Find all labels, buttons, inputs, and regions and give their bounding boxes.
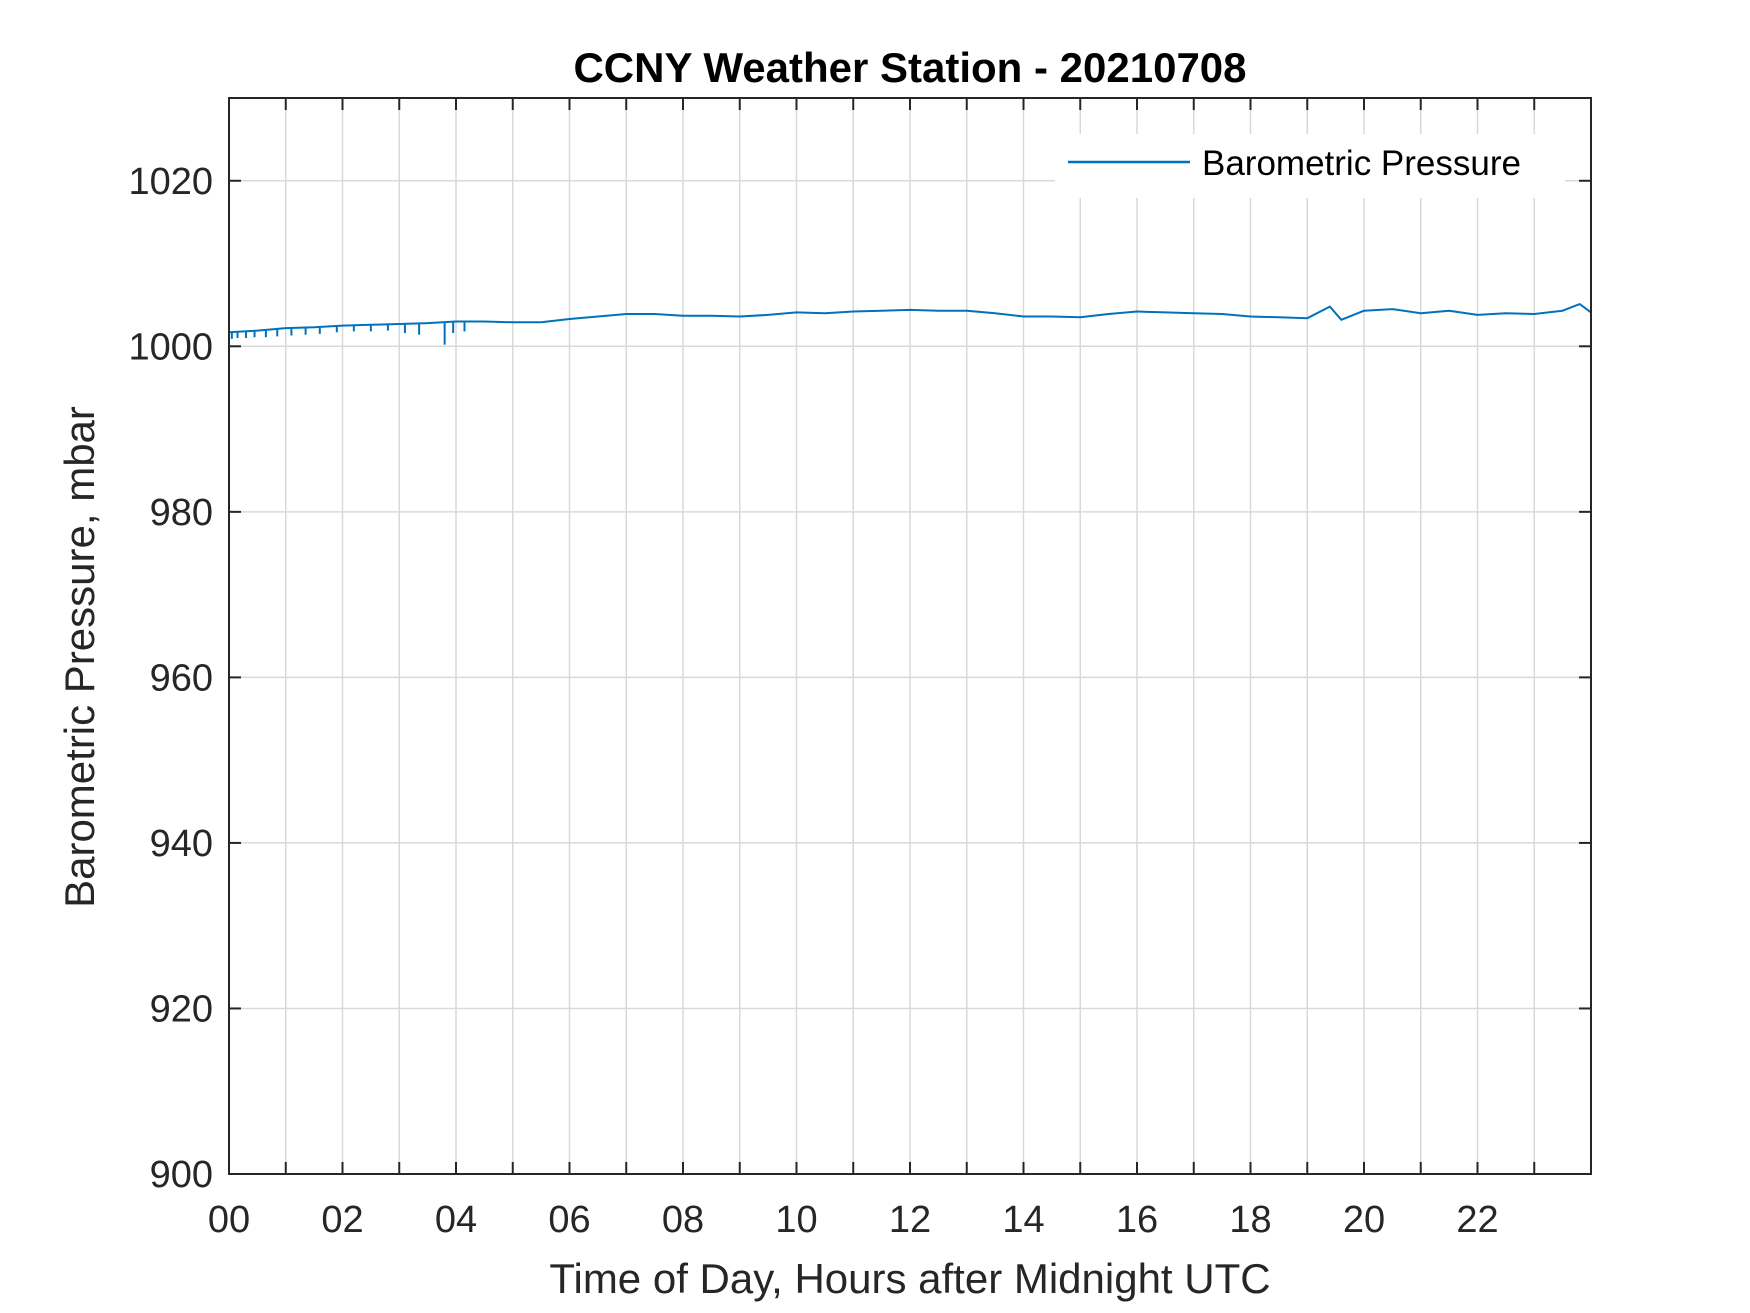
x-tick-label: 08 — [662, 1199, 704, 1241]
series-layer — [228, 303, 1592, 345]
legend-box — [1055, 134, 1565, 198]
x-tick-label: 14 — [1002, 1199, 1044, 1241]
x-tick-label: 06 — [548, 1199, 590, 1241]
legend-label-barometric-pressure: Barometric Pressure — [1202, 144, 1521, 183]
x-tick-label: 16 — [1116, 1199, 1158, 1241]
y-tick-label: 900 — [150, 1154, 213, 1196]
x-tick-label: 18 — [1229, 1199, 1271, 1241]
y-tick-label: 1020 — [128, 161, 213, 203]
y-tick-label: 940 — [150, 823, 213, 865]
x-tick-label: 20 — [1343, 1199, 1385, 1241]
tick-labels: 00 02 04 06 08 10 12 14 16 18 20 22 900 920 940 960 980 1… — [128, 161, 1498, 1241]
y-tick-label: 960 — [150, 657, 213, 699]
x-tick-label: 02 — [321, 1199, 363, 1241]
x-tick-label: 04 — [435, 1199, 477, 1241]
chart-title: CCNY Weather Station - 20210708 — [573, 44, 1246, 91]
x-tick-label: 00 — [208, 1199, 250, 1241]
legend: Barometric Pressure — [1055, 134, 1565, 198]
axes — [228, 97, 1592, 1175]
grid — [229, 98, 1591, 1174]
x-axis-label: Time of Day, Hours after Midnight UTC — [549, 1255, 1270, 1302]
y-tick-label: 1000 — [128, 326, 213, 368]
x-tick-label: 10 — [775, 1199, 817, 1241]
x-tick-label: 22 — [1456, 1199, 1498, 1241]
y-axis-label: Barometric Pressure, mbar — [56, 406, 103, 908]
x-tick-label: 12 — [889, 1199, 931, 1241]
y-tick-label: 920 — [150, 988, 213, 1030]
y-tick-label: 980 — [150, 492, 213, 534]
